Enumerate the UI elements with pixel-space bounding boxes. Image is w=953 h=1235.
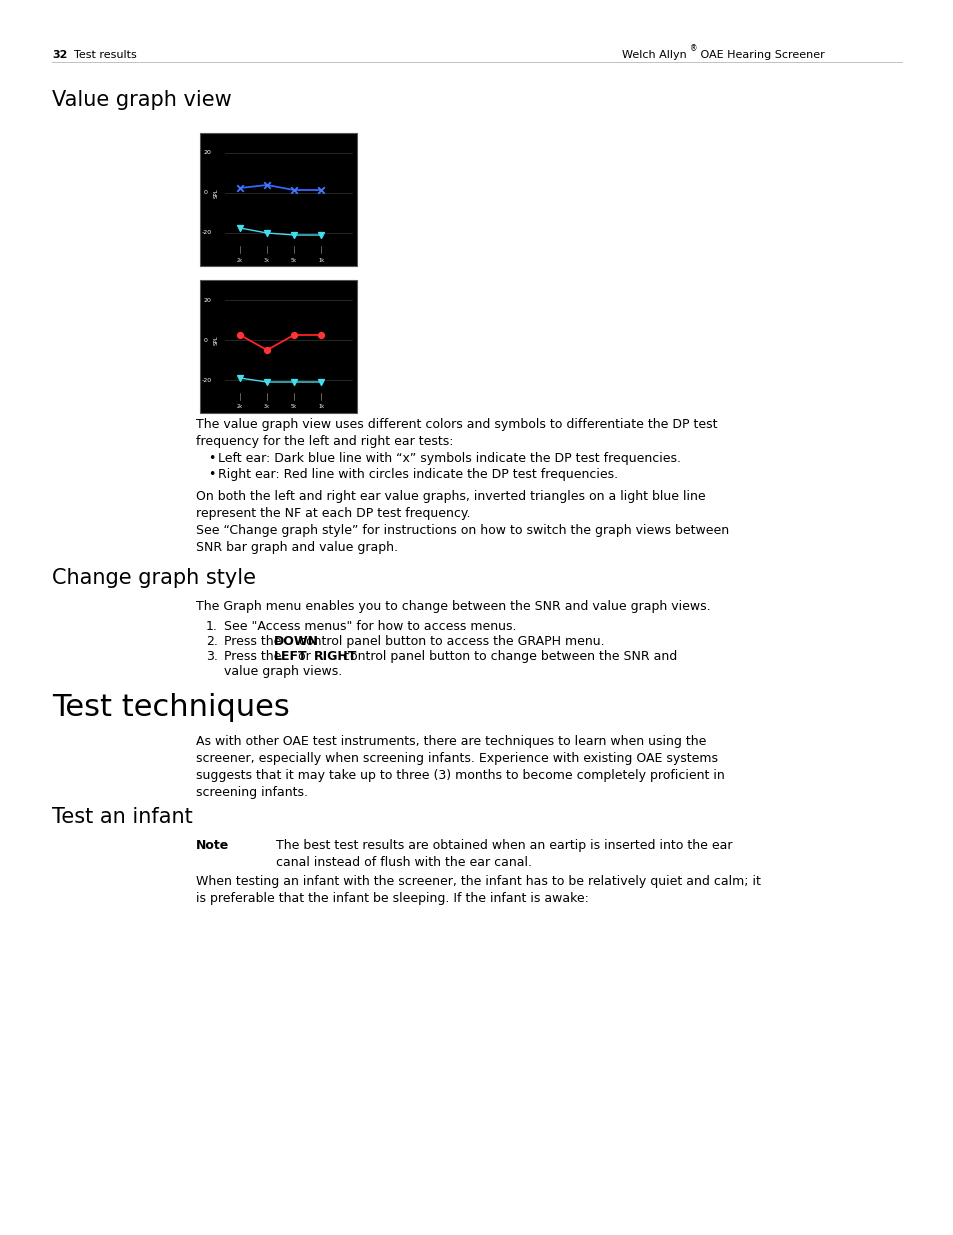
Text: 2k: 2k bbox=[236, 258, 243, 263]
Text: 1.: 1. bbox=[206, 620, 217, 634]
Text: Press the: Press the bbox=[224, 635, 285, 648]
Text: SPL: SPL bbox=[213, 335, 218, 345]
Text: On both the left and right ear value graphs, inverted triangles on a light blue : On both the left and right ear value gra… bbox=[195, 490, 705, 520]
Text: Change graph style: Change graph style bbox=[52, 568, 255, 588]
Text: or: or bbox=[294, 650, 314, 663]
Point bbox=[286, 180, 301, 200]
Text: 3k: 3k bbox=[264, 258, 270, 263]
Text: 20: 20 bbox=[204, 151, 212, 156]
Text: •: • bbox=[208, 452, 215, 466]
Text: 3k: 3k bbox=[264, 405, 270, 410]
Text: Note: Note bbox=[195, 839, 229, 852]
Text: 5k: 5k bbox=[291, 258, 296, 263]
Text: Value graph view: Value graph view bbox=[52, 90, 232, 110]
Point bbox=[259, 224, 274, 243]
Text: Test techniques: Test techniques bbox=[52, 693, 290, 722]
Text: 20: 20 bbox=[204, 298, 212, 303]
Text: Welch Allyn: Welch Allyn bbox=[621, 49, 686, 61]
Point bbox=[259, 340, 274, 359]
Text: When testing an infant with the screener, the infant has to be relatively quiet : When testing an infant with the screener… bbox=[195, 876, 760, 905]
Text: See "Access menus" for how to access menus.: See "Access menus" for how to access men… bbox=[224, 620, 516, 634]
Text: control panel button to access the GRAPH menu.: control panel button to access the GRAPH… bbox=[294, 635, 604, 648]
Text: 1k: 1k bbox=[317, 405, 324, 410]
Text: RIGHT: RIGHT bbox=[314, 650, 357, 663]
Text: 1k: 1k bbox=[317, 258, 324, 263]
Text: Press the: Press the bbox=[224, 650, 285, 663]
Text: The Graph menu enables you to change between the SNR and value graph views.: The Graph menu enables you to change bet… bbox=[195, 600, 710, 613]
Point bbox=[286, 372, 301, 391]
Text: OAE Hearing Screener: OAE Hearing Screener bbox=[697, 49, 824, 61]
Text: LEFT: LEFT bbox=[274, 650, 307, 663]
Text: As with other OAE test instruments, there are techniques to learn when using the: As with other OAE test instruments, ther… bbox=[195, 735, 724, 799]
Bar bbox=[200, 133, 356, 266]
Text: control panel button to change between the SNR and: control panel button to change between t… bbox=[338, 650, 677, 663]
Text: The value graph view uses different colors and symbols to differentiate the DP t: The value graph view uses different colo… bbox=[195, 417, 717, 448]
Text: DOWN: DOWN bbox=[274, 635, 318, 648]
Point bbox=[286, 225, 301, 245]
Text: Right ear: Red line with circles indicate the DP test frequencies.: Right ear: Red line with circles indicat… bbox=[218, 468, 618, 480]
Text: SPL: SPL bbox=[213, 188, 218, 198]
Text: 3.: 3. bbox=[206, 650, 217, 663]
Text: The best test results are obtained when an eartip is inserted into the ear
canal: The best test results are obtained when … bbox=[275, 839, 732, 869]
Text: Test results: Test results bbox=[74, 49, 136, 61]
Point bbox=[313, 180, 328, 200]
Point bbox=[233, 178, 248, 198]
Text: 0: 0 bbox=[204, 337, 208, 342]
Text: 32: 32 bbox=[52, 49, 68, 61]
Point bbox=[286, 325, 301, 345]
Point bbox=[259, 372, 274, 391]
Point bbox=[313, 325, 328, 345]
Text: Left ear: Dark blue line with “x” symbols indicate the DP test frequencies.: Left ear: Dark blue line with “x” symbol… bbox=[218, 452, 680, 466]
Point bbox=[313, 372, 328, 391]
Text: -20: -20 bbox=[202, 231, 212, 236]
Point bbox=[233, 219, 248, 238]
Text: See “Change graph style” for instructions on how to switch the graph views betwe: See “Change graph style” for instruction… bbox=[195, 524, 728, 555]
Bar bbox=[200, 280, 356, 412]
Text: 0: 0 bbox=[204, 190, 208, 195]
Text: 2.: 2. bbox=[206, 635, 217, 648]
Point bbox=[313, 225, 328, 245]
Point bbox=[259, 175, 274, 195]
Point bbox=[233, 325, 248, 345]
Text: 5k: 5k bbox=[291, 405, 296, 410]
Text: ®: ® bbox=[689, 44, 697, 53]
Text: Test an infant: Test an infant bbox=[52, 806, 193, 827]
Text: 2k: 2k bbox=[236, 405, 243, 410]
Text: value graph views.: value graph views. bbox=[224, 664, 342, 678]
Text: -20: -20 bbox=[202, 378, 212, 383]
Point bbox=[233, 368, 248, 388]
Text: •: • bbox=[208, 468, 215, 480]
